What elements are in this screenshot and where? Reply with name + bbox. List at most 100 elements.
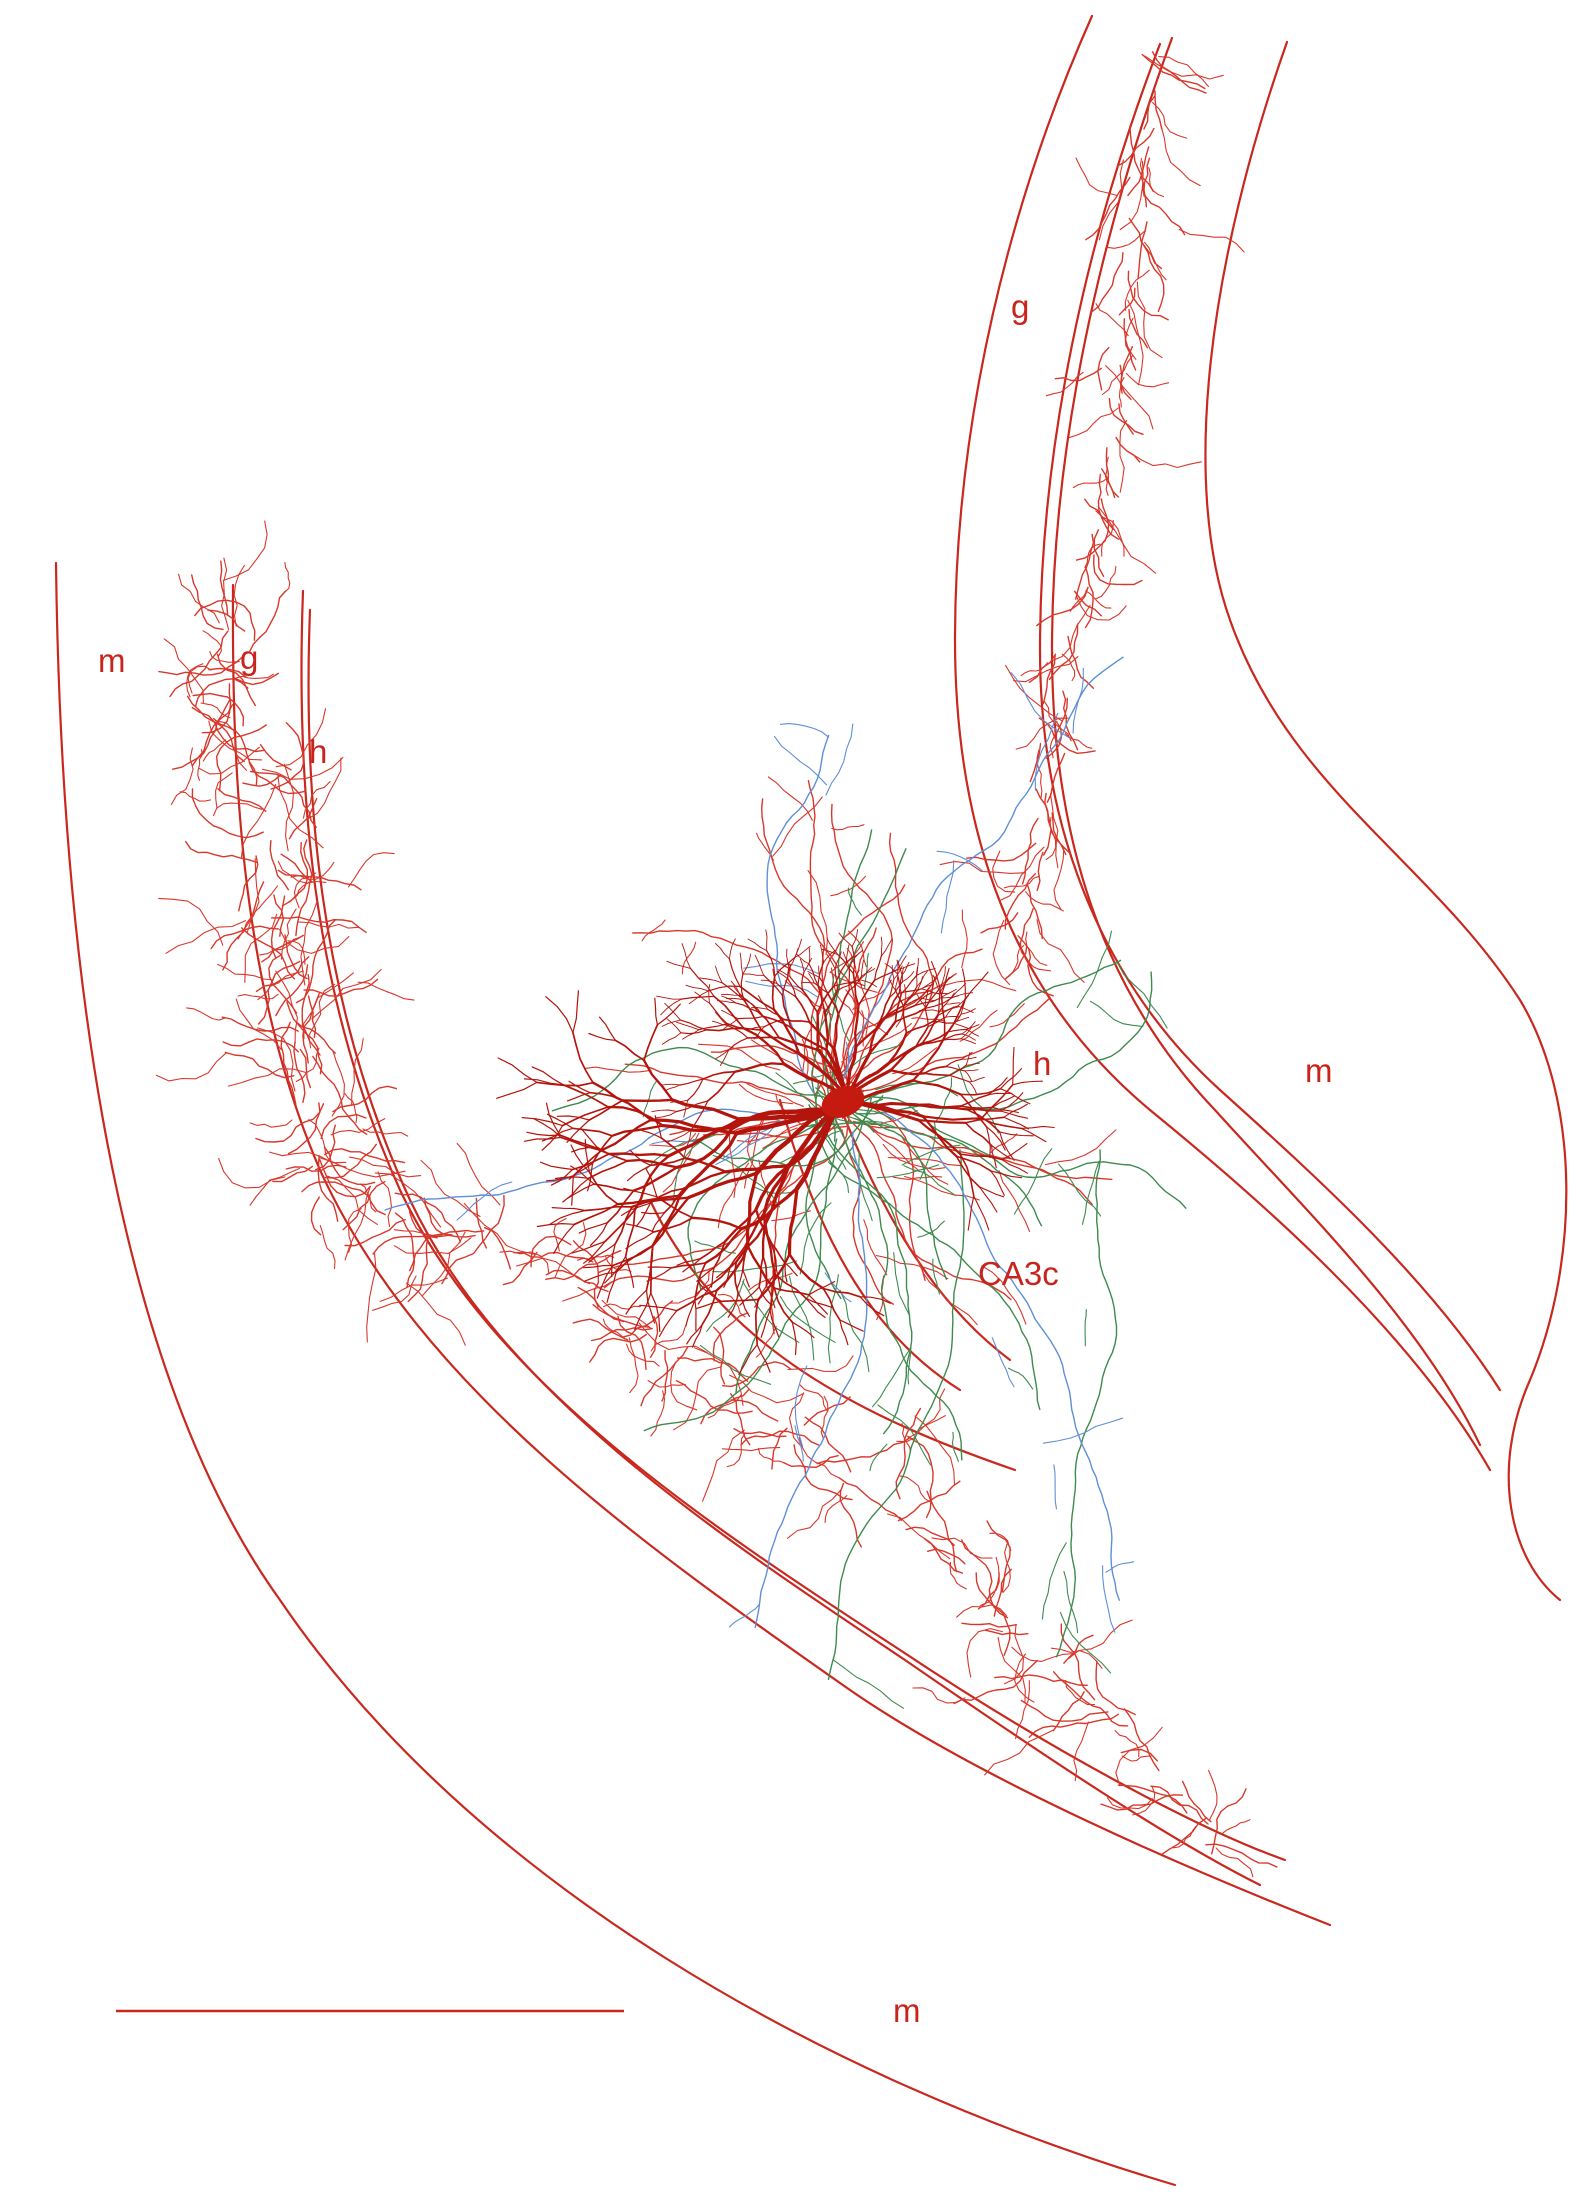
dendrite-branch: [667, 1117, 742, 1158]
axon-collateral-red: [787, 1355, 854, 1372]
dendrite-branch: [611, 1243, 616, 1278]
axon-collateral-red: [1152, 102, 1188, 139]
dendrite-branch: [721, 982, 745, 1001]
axon-fiber-green: [827, 1274, 839, 1364]
dendrite-branch: [720, 1298, 760, 1303]
axon-fiber-red: [829, 941, 865, 974]
axon-collateral-red: [1131, 453, 1202, 469]
dendrite-branch: [807, 970, 820, 978]
axon-collateral-red: [272, 1165, 314, 1183]
axon-collateral-red: [200, 702, 231, 719]
dendrite-branch: [651, 1109, 678, 1113]
dendrite-branch: [852, 981, 866, 987]
axon-collateral-red: [740, 1430, 820, 1446]
dendrite-branch: [805, 1297, 833, 1308]
dendrite-branch: [562, 1177, 590, 1203]
axon-collateral-red: [502, 1251, 538, 1286]
dendrite-branch: [610, 1124, 665, 1137]
axon-collateral-red: [255, 1103, 325, 1143]
dendrite-branch: [789, 963, 791, 978]
axon-collateral-red: [1069, 587, 1089, 612]
dendrite-branch: [687, 1078, 704, 1101]
granule-layer-boundary-upper-outer: [953, 14, 1492, 1472]
dendrite-branch: [1001, 1158, 1028, 1174]
axon-fiber-green: [799, 1202, 832, 1275]
axon-collateral-red: [572, 1240, 600, 1308]
dendrite-branch: [735, 1002, 759, 1013]
axon-collateral-red: [730, 1399, 779, 1422]
axon-fiber-blue: [882, 1111, 1120, 1601]
dendrite-branch: [681, 943, 691, 969]
axon-collateral-red: [344, 1185, 371, 1261]
dendrite-branch: [754, 954, 765, 976]
axon-fiber-red: [748, 1272, 793, 1291]
dendrite-branch: [591, 1134, 613, 1165]
dendrite-branch: [992, 1095, 1015, 1108]
axon-collateral-red: [617, 1315, 647, 1370]
axon-fiber-green: [893, 1252, 910, 1315]
dendrite-branch: [567, 1183, 595, 1199]
dendrite-branch: [945, 1002, 961, 1005]
dendrite-branch: [837, 989, 851, 1016]
cell-body: [821, 1086, 865, 1118]
axon-collateral-red: [592, 1304, 650, 1328]
dendrite-branch: [715, 965, 723, 984]
dendrite-branch: [683, 1099, 689, 1118]
axon-collateral-red: [912, 1687, 966, 1704]
axon-collateral-red: [209, 651, 240, 663]
axon-collateral-red: [155, 1052, 227, 1082]
axon-collateral-red: [572, 1318, 629, 1341]
dendrite-branch: [788, 1253, 825, 1290]
axon-collateral-red: [394, 1192, 462, 1243]
dendrite-branch: [523, 1078, 564, 1086]
axon-collateral-red: [240, 783, 277, 859]
axon-fiber-green: [1008, 1367, 1034, 1390]
dendrite-branch: [924, 986, 942, 1009]
axon-collateral-red: [895, 1407, 922, 1500]
axon-collateral-red: [603, 1303, 641, 1310]
axon-fiber-blue: [754, 1131, 868, 1629]
axon-collateral-red: [1068, 407, 1119, 439]
axon-collateral-red: [330, 1118, 386, 1136]
dendrite-branch: [660, 1137, 686, 1159]
label-field-ca3c: CA3c: [978, 1255, 1059, 1292]
axon-collateral-red: [799, 1384, 828, 1412]
axon-collateral-red: [302, 780, 331, 819]
dendrite-branch: [868, 1020, 897, 1055]
axon-collateral-red: [212, 772, 233, 817]
dendrite-branch: [651, 1196, 690, 1248]
axon-collateral-red: [234, 672, 279, 686]
axon-fiber-green: [742, 1280, 800, 1343]
dendrite-branch: [707, 985, 741, 992]
dendrite-branch: [738, 1344, 758, 1376]
axon-fiber-blue: [991, 1337, 1015, 1388]
axon-fiber-green: [901, 1144, 961, 1166]
axon-collateral-red: [158, 655, 244, 676]
dendrite-branch: [736, 1269, 744, 1289]
dendrite-branch: [896, 959, 899, 975]
axon-collateral-red: [926, 1490, 958, 1573]
dendrite-branch: [689, 967, 715, 997]
dendrite-branch: [817, 961, 825, 986]
dendrite-branch: [930, 975, 936, 994]
axon-collateral-red: [1036, 586, 1089, 627]
axon-collateral-red: [320, 1113, 367, 1140]
dendrite-branch: [960, 1038, 976, 1045]
axon-collateral-red: [1049, 793, 1059, 869]
dendrite-branch: [721, 993, 741, 996]
dendrite-branch: [808, 972, 815, 984]
axon-collateral-red: [1127, 146, 1150, 197]
dendrite-branch: [964, 1122, 993, 1147]
axon-collateral-red: [163, 638, 204, 704]
dendrite-branch: [799, 958, 805, 973]
axon-collateral-red: [1105, 447, 1116, 499]
dendrite-branch: [715, 1245, 750, 1292]
dendrite-branch: [1012, 1080, 1043, 1086]
axon-collateral-red: [170, 747, 194, 806]
axon-collateral-red: [1055, 697, 1068, 744]
dendrite-branch: [683, 1156, 727, 1173]
dendrite-branch: [960, 1026, 973, 1040]
dendrite-branch: [497, 1057, 538, 1084]
dendrite-branch: [589, 1091, 624, 1102]
axon-collateral-red: [1160, 125, 1201, 187]
